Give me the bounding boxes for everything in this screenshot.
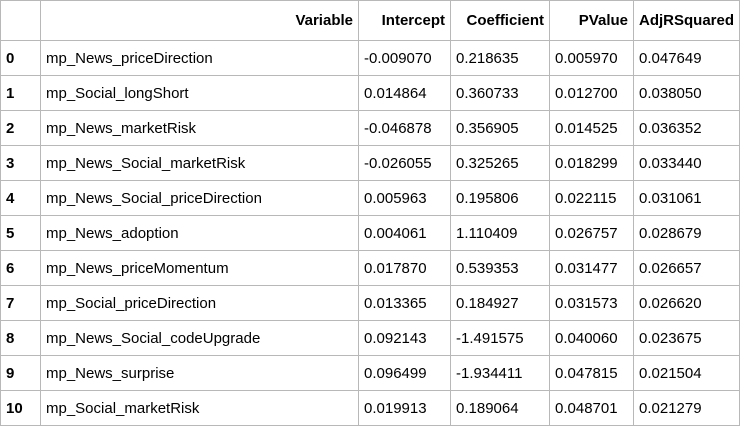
table-cell: 0.539353 [450,250,550,286]
table-row: 9 mp_News_surprise 0.096499 -1.934411 0.0478… [0,355,741,391]
row-index: 10 [0,390,41,426]
row-index: 8 [0,320,41,356]
table-row: 6 mp_News_priceMomentum 0.017870 0.539353 0.… [0,250,741,286]
table-row: 8 mp_News_Social_codeUpgrade 0.092143 -1.49… [0,320,741,356]
table-cell: 0.013365 [358,285,451,321]
table-cell: -0.026055 [358,145,451,181]
table-cell: mp_News_adoption [40,215,359,251]
table-row: 3 mp_News_Social_marketRisk -0.026055 0.325… [0,145,741,181]
table-cell: mp_Social_marketRisk [40,390,359,426]
table-cell: 0.360733 [450,75,550,111]
table-cell: 0.031573 [549,285,634,321]
table-row: 10 mp_Social_marketRisk 0.019913 0.189064 0.… [0,390,741,426]
table-cell: 0.038050 [632,75,741,111]
table-cell: 0.356905 [450,110,550,146]
column-header: AdjRSquared [632,0,741,41]
row-index: 1 [0,75,41,111]
row-index: 5 [0,215,41,251]
table-cell: 0.004061 [358,215,451,251]
table-cell: -0.046878 [358,110,451,146]
table-cell: 0.184927 [450,285,550,321]
table-cell: 0.012700 [549,75,634,111]
table-cell: 0.033440 [632,145,741,181]
table-cell: mp_News_priceMomentum [40,250,359,286]
row-index: 4 [0,180,41,216]
table-cell: 0.021279 [632,390,741,426]
table-cell: 0.005963 [358,180,451,216]
table-body: 0 mp_News_priceDirection -0.009070 0.218635… [0,40,741,426]
table-row: 4 mp_News_Social_priceDirection 0.005963 0.… [0,180,741,216]
table-cell: 0.018299 [549,145,634,181]
table-cell: 0.021504 [632,355,741,391]
table-cell: 0.189064 [450,390,550,426]
table-cell: 1.110409 [450,215,550,251]
table-cell: 0.031477 [549,250,634,286]
table-cell: 0.005970 [549,40,634,76]
table-cell: 0.017870 [358,250,451,286]
column-header: Variable [40,0,359,41]
table-cell: 0.023675 [632,320,741,356]
table-cell: 0.325265 [450,145,550,181]
table-cell: 0.040060 [549,320,634,356]
row-index: 7 [0,285,41,321]
row-index: 2 [0,110,41,146]
table-cell: mp_News_Social_codeUpgrade [40,320,359,356]
table-cell: 0.092143 [358,320,451,356]
table-cell: mp_News_marketRisk [40,110,359,146]
table-cell: 0.096499 [358,355,451,391]
table-cell: 0.026757 [549,215,634,251]
table-cell: 0.047649 [632,40,741,76]
table-row: 2 mp_News_marketRisk -0.046878 0.356905 0.01… [0,110,741,146]
table-cell: 0.047815 [549,355,634,391]
table-cell: 0.195806 [450,180,550,216]
table-cell: mp_Social_priceDirection [40,285,359,321]
table-cell: 0.031061 [632,180,741,216]
row-index: 9 [0,355,41,391]
table-cell: 0.014864 [358,75,451,111]
table-cell: -1.491575 [450,320,550,356]
column-header: Coefficient [450,0,550,41]
table-cell: mp_News_Social_marketRisk [40,145,359,181]
row-index: 0 [0,40,41,76]
table-row: 1 mp_Social_longShort 0.014864 0.360733 0.01… [0,75,741,111]
row-index: 6 [0,250,41,286]
table-cell: 0.048701 [549,390,634,426]
row-index: 3 [0,145,41,181]
table-cell: mp_Social_longShort [40,75,359,111]
table-header: Variable Intercept Coefficient PValue AdjRSq… [0,0,741,41]
table-cell: 0.014525 [549,110,634,146]
table-cell: 0.022115 [549,180,634,216]
table-cell: 0.218635 [450,40,550,76]
table-cell: 0.028679 [632,215,741,251]
table-cell: 0.026657 [632,250,741,286]
table-cell: mp_News_Social_priceDirection [40,180,359,216]
table-row: 0 mp_News_priceDirection -0.009070 0.218635… [0,40,741,76]
column-header: PValue [549,0,634,41]
table-cell: 0.019913 [358,390,451,426]
column-header: Intercept [358,0,451,41]
header-row: Variable Intercept Coefficient PValue AdjRSq… [0,0,741,41]
table-cell: 0.026620 [632,285,741,321]
table-cell: mp_News_surprise [40,355,359,391]
table-row: 7 mp_Social_priceDirection 0.013365 0.18492… [0,285,741,321]
index-header [0,0,41,41]
table-cell: -1.934411 [450,355,550,391]
table-cell: 0.036352 [632,110,741,146]
table-cell: -0.009070 [358,40,451,76]
table-cell: mp_News_priceDirection [40,40,359,76]
table-row: 5 mp_News_adoption 0.004061 1.110409 0.02675… [0,215,741,251]
